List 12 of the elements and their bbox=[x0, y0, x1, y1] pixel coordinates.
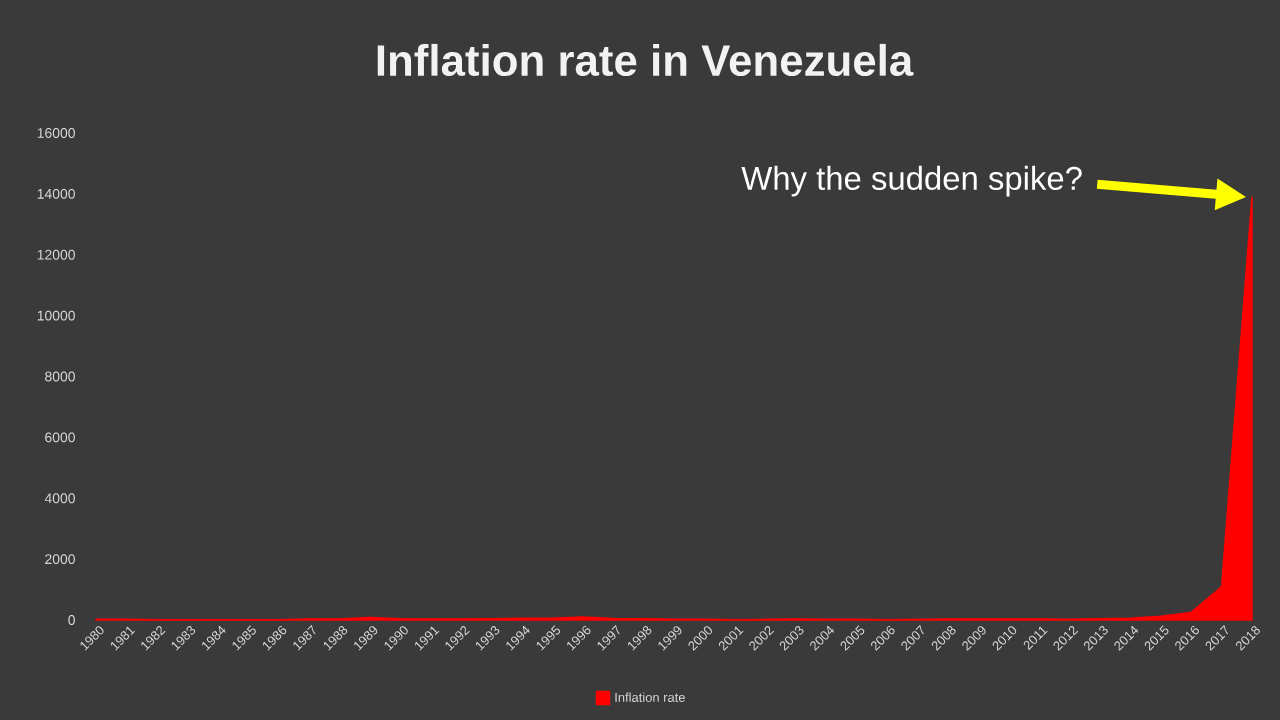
y-tick-label: 4000 bbox=[44, 493, 75, 504]
y-tick-label: 14000 bbox=[37, 188, 75, 199]
y-tick-label: 6000 bbox=[45, 432, 75, 443]
y-tick-label: 16000 bbox=[37, 128, 75, 138]
legend-label: Inflation rate bbox=[615, 692, 685, 702]
y-tick-label: 10000 bbox=[37, 310, 75, 321]
y-tick-label: 0 bbox=[68, 615, 75, 625]
chart-title: Inflation rate in Venezuela bbox=[377, 43, 914, 77]
annotation: Why the sudden spike? bbox=[741, 165, 1082, 197]
y-tick-label: 12000 bbox=[37, 249, 75, 260]
y-tick-label: 8000 bbox=[45, 371, 75, 382]
y-tick-label: 2000 bbox=[45, 554, 75, 565]
